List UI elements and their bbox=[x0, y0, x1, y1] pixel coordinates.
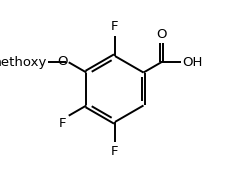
Text: F: F bbox=[59, 117, 66, 130]
Text: F: F bbox=[111, 20, 118, 33]
Text: OH: OH bbox=[182, 56, 202, 69]
Text: O: O bbox=[57, 55, 67, 68]
Text: F: F bbox=[111, 145, 118, 158]
Text: O: O bbox=[155, 28, 166, 41]
Text: methoxy: methoxy bbox=[0, 56, 46, 69]
